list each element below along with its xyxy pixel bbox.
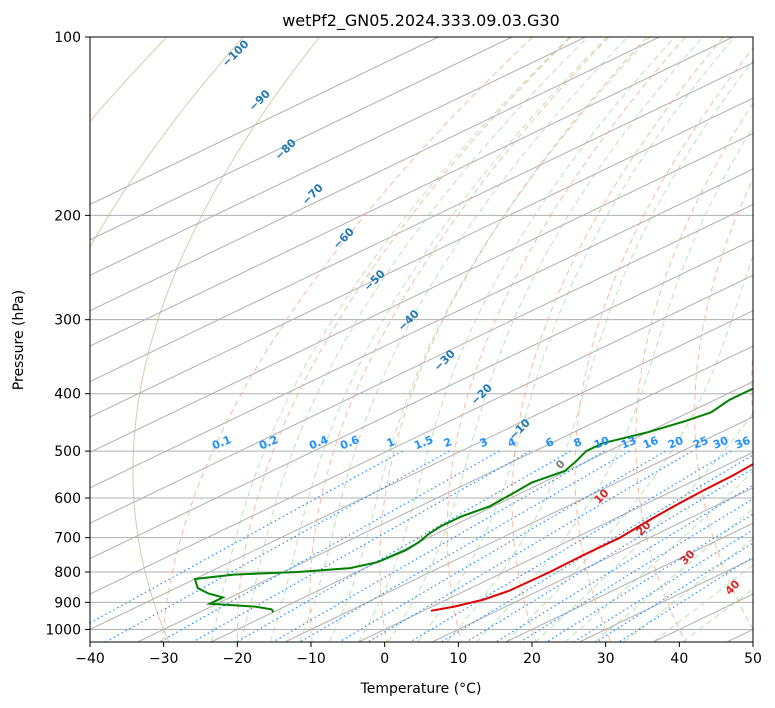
- y-tick-label: 300: [54, 313, 81, 329]
- mixing-ratio-label: 3: [478, 435, 490, 450]
- temperature-line: [430, 462, 753, 612]
- isotherm-gridline: [90, 133, 753, 453]
- isotherm-gridline: [90, 203, 753, 524]
- x-tick-label: 30: [597, 651, 615, 667]
- isotherm-gridline: [90, 97, 753, 418]
- mixing-ratio-line: [595, 542, 753, 642]
- isotherm-gridline: [90, 37, 734, 347]
- moist-adiabat: [269, 37, 608, 642]
- y-tick-label: 900: [54, 595, 81, 611]
- x-tick-label: −30: [149, 651, 179, 667]
- x-tick-label: 50: [744, 651, 762, 667]
- reference-curve: [132, 37, 320, 642]
- mixing-ratio-line: [299, 450, 630, 642]
- dry-adiabat: [309, 37, 610, 642]
- x-tick-label: 20: [523, 651, 541, 667]
- dry-adiabat: [379, 37, 648, 642]
- x-axis-label: Temperature (°C): [360, 681, 482, 697]
- moist-adiabat: [328, 37, 651, 642]
- mixing-ratio-line: [272, 450, 605, 642]
- isotherm-gridline: [90, 62, 753, 383]
- x-axis: −40 −30 −20 −10 0 10 20 30 40 50: [75, 642, 762, 667]
- dry-adiabat: [635, 102, 753, 642]
- isotherm-gridline: [432, 487, 753, 642]
- isotherm-gridline: [90, 37, 586, 276]
- mixing-ratio-label: 20: [666, 434, 685, 452]
- mixing-ratio-line: [465, 467, 753, 642]
- y-tick-label: 200: [54, 208, 81, 224]
- isotherm-gridline: [90, 37, 660, 312]
- y-tick-label: 700: [54, 531, 81, 547]
- moist-adiabat: [299, 37, 628, 642]
- y-axis: 100 200 300 400 500 600 700 800 900 1000: [45, 30, 90, 638]
- mixing-ratio-line: [236, 450, 572, 642]
- y-tick-label: 500: [54, 444, 81, 460]
- moist-adiabat: [417, 37, 735, 642]
- isotherm-gridline: [90, 37, 513, 241]
- mixing-ratio-label: 36: [733, 434, 752, 452]
- isotherm-gridline: [137, 345, 753, 642]
- dewpoint-line: [193, 387, 753, 613]
- moist-adiabat: [593, 508, 753, 642]
- mixing-ratio-line: [90, 450, 403, 624]
- background-lines: [90, 37, 753, 642]
- mixing-ratio-line: [367, 450, 693, 642]
- mixing-ratio-label: 8: [572, 435, 584, 450]
- isotherm-gridline: [90, 274, 753, 595]
- isotherm-gridline: [90, 310, 753, 631]
- moist-adiabat: [535, 412, 753, 642]
- isotherm-gridline: [90, 239, 753, 560]
- mixing-ratio-label: 30: [711, 434, 730, 452]
- mixing-ratio-line: [409, 450, 732, 642]
- isotherm-gridline: [90, 37, 439, 206]
- x-tick-label: 10: [449, 651, 467, 667]
- mixing-ratio-label: 25: [691, 434, 710, 452]
- mixing-ratio-label: 16: [641, 434, 660, 452]
- y-tick-label: 800: [54, 565, 81, 581]
- mixing-ratio-label: 2: [442, 435, 454, 450]
- mixing-ratio-label: 1: [385, 435, 397, 450]
- mixing-ratio-line: [159, 450, 500, 642]
- y-tick-label: 600: [54, 491, 81, 507]
- dry-adiabat: [511, 37, 724, 642]
- mixing-ratio-line: [338, 450, 666, 642]
- x-tick-label: 40: [670, 651, 688, 667]
- isotherm-gridline: [284, 416, 753, 642]
- mixing-ratio-label: 13: [619, 434, 638, 452]
- moist-adiabat: [387, 37, 704, 642]
- isotherm-gridline: [358, 451, 753, 642]
- chart-title: wetPf2_GN05.2024.333.09.03.G30: [282, 11, 560, 31]
- plot-frame: [89, 36, 754, 643]
- moist-adiabat: [210, 37, 570, 642]
- dry-adiabat: [574, 47, 753, 642]
- y-tick-label: 400: [54, 387, 81, 403]
- dry-adiabat: [162, 37, 533, 642]
- mixing-ratio-line: [618, 556, 753, 642]
- mixing-ratio-label: 10: [592, 434, 611, 452]
- moist-adiabat: [240, 37, 589, 642]
- y-tick-label: 100: [54, 30, 81, 46]
- y-axis-label: Pressure (hPa): [11, 290, 27, 390]
- mixing-ratio-line: [519, 498, 753, 642]
- x-tick-label: −20: [223, 651, 253, 667]
- isotherm-gridline: [90, 168, 753, 489]
- x-tick-label: −40: [75, 651, 105, 667]
- sounding-series: [193, 387, 753, 613]
- y-tick-label: 1000: [45, 622, 81, 638]
- dry-adiabat: [694, 177, 753, 631]
- x-tick-label: 0: [380, 651, 389, 667]
- isotherm-gridline: [505, 522, 753, 642]
- x-tick-label: −10: [296, 651, 326, 667]
- dry-adiabat: [236, 37, 572, 642]
